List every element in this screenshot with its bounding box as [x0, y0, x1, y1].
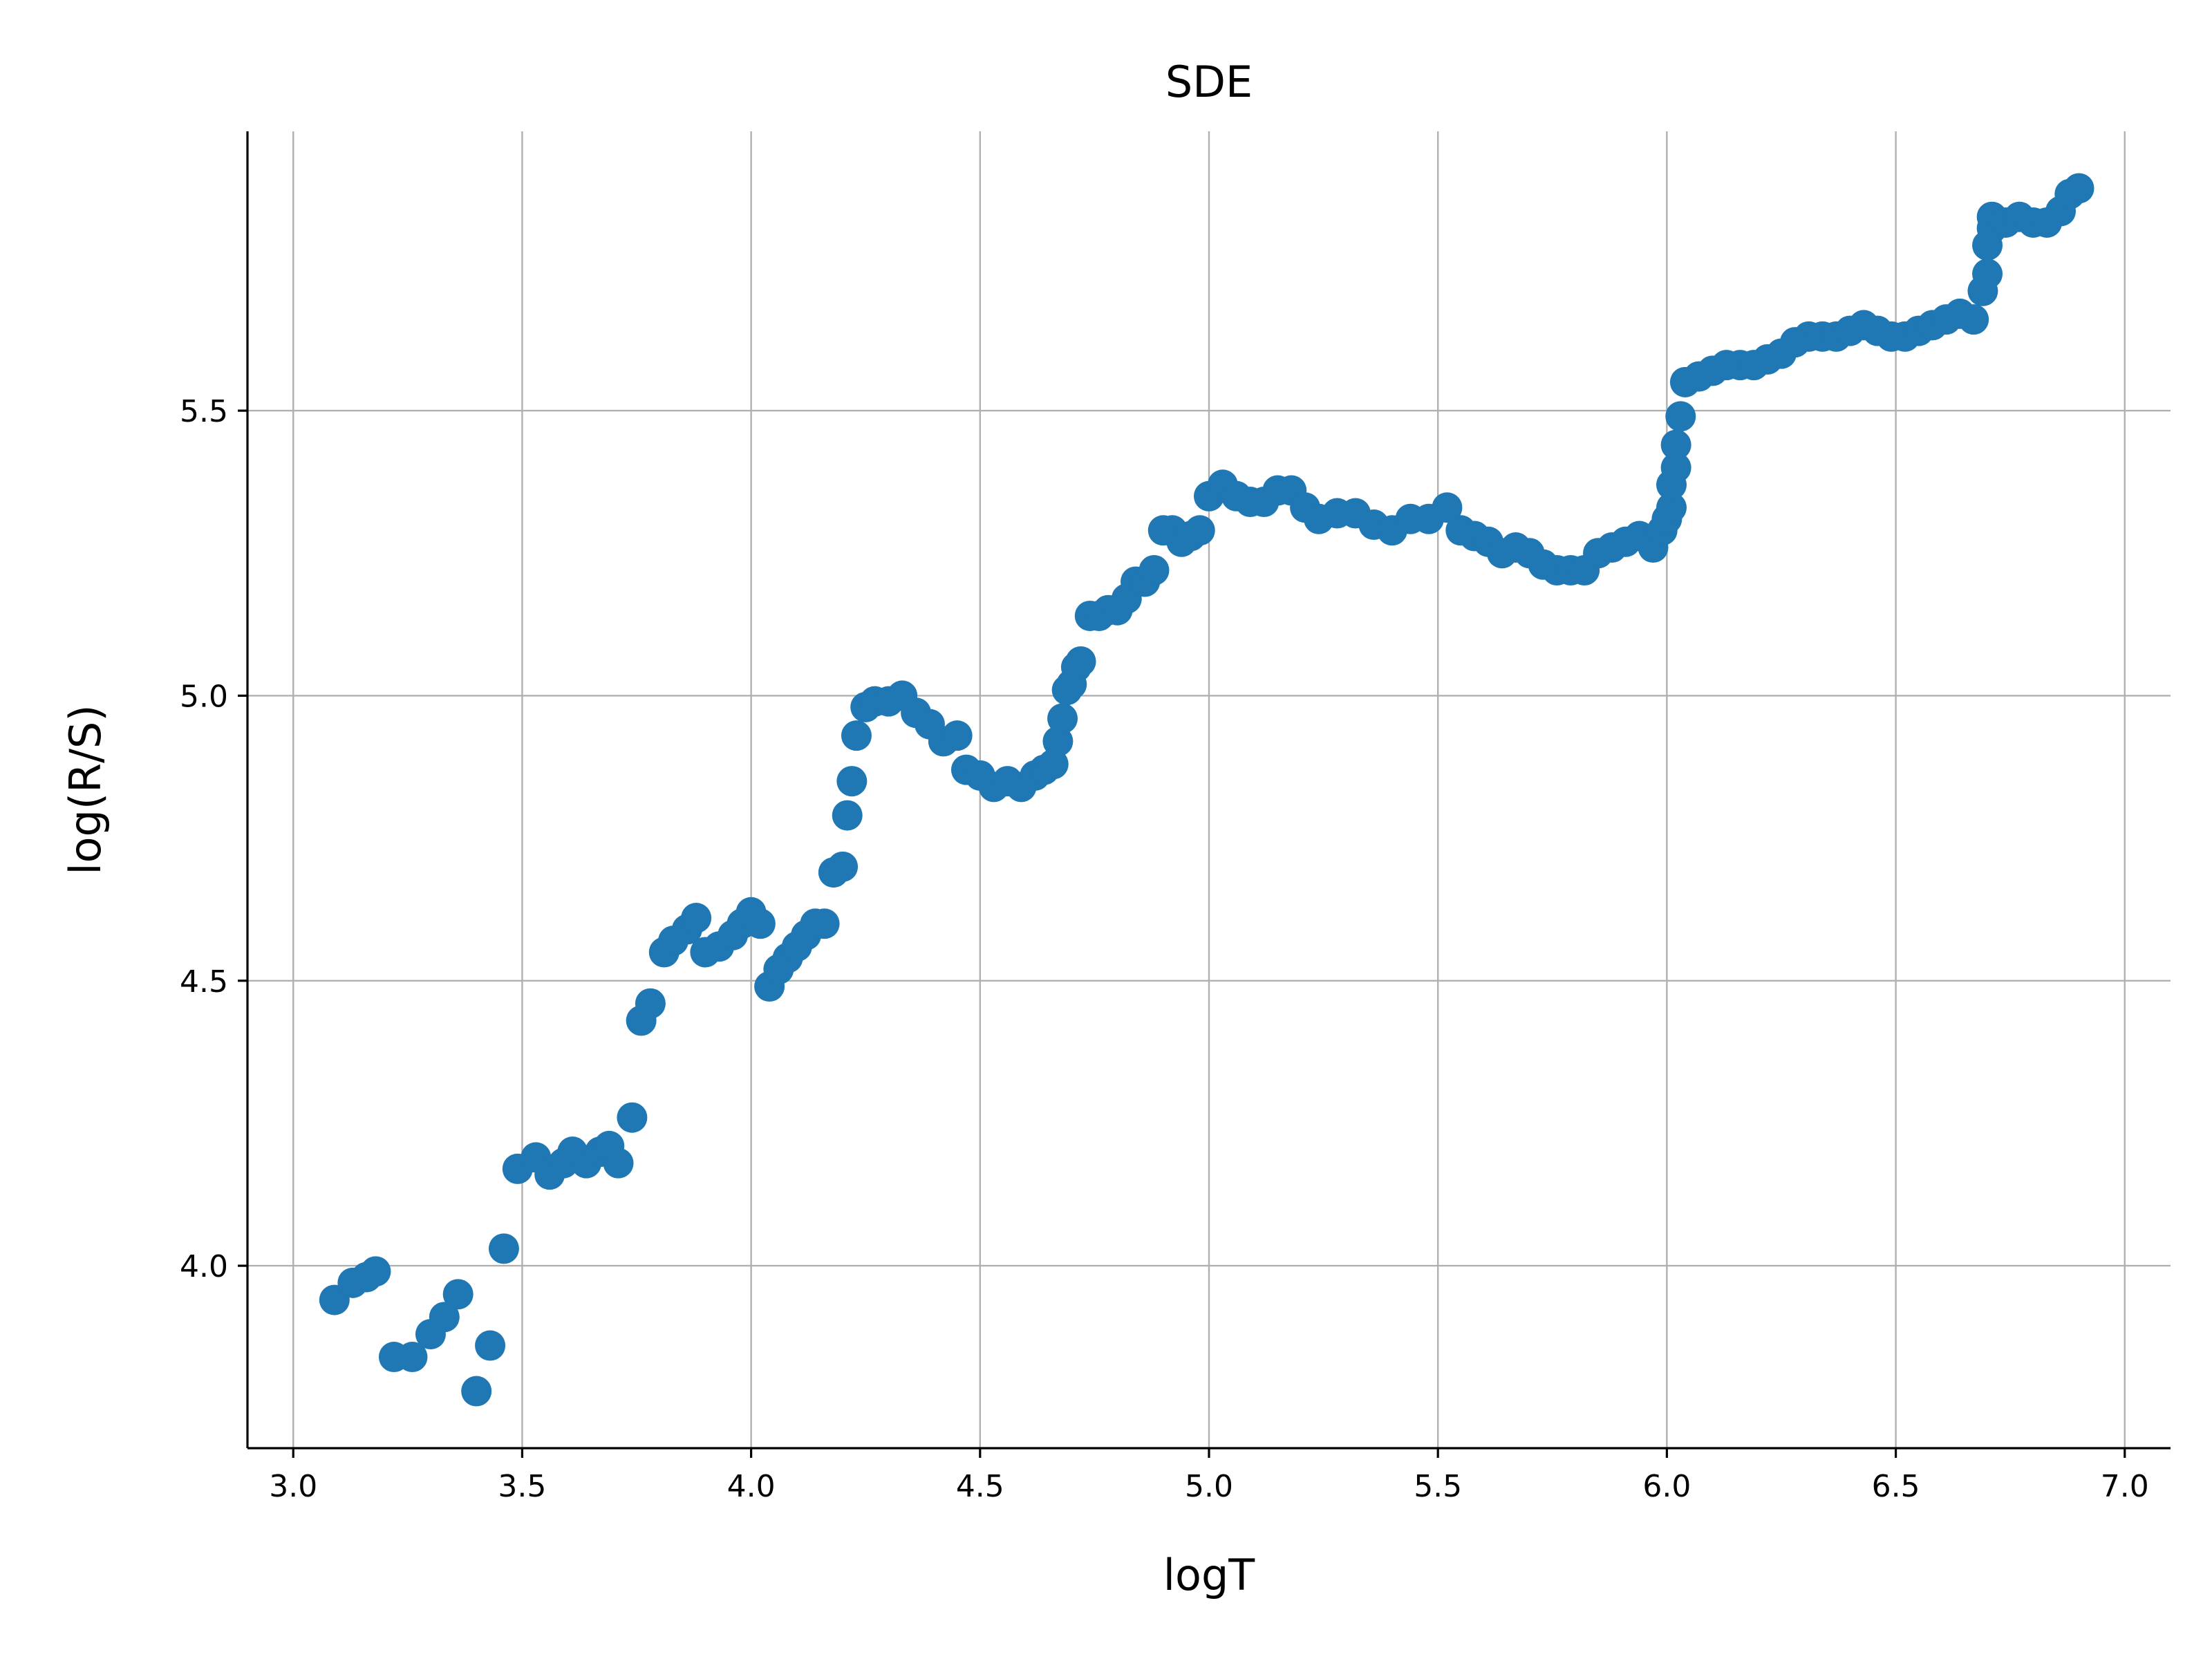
data-point — [1665, 401, 1696, 432]
data-point — [429, 1302, 460, 1333]
data-point — [809, 908, 840, 939]
y-axis-label: log(R/S) — [60, 704, 111, 874]
data-point — [1660, 429, 1691, 460]
data-point — [744, 908, 776, 939]
x-tick-label: 3.0 — [269, 1469, 317, 1504]
data-point — [1038, 749, 1069, 780]
data-point — [941, 720, 973, 751]
y-tick-label: 4.5 — [180, 964, 228, 1000]
chart-title: SDE — [1165, 57, 1253, 107]
x-ticks: 3.0 3.5 4.0 4.5 5.0 5.5 6.0 6.5 7.0 — [269, 1448, 2149, 1504]
grid-lines — [247, 131, 2171, 1448]
x-axis-label: logT — [1163, 1550, 1256, 1600]
x-tick-label: 7.0 — [2101, 1469, 2149, 1504]
data-point — [1432, 492, 1463, 523]
data-point — [827, 851, 859, 882]
data-point — [1660, 452, 1691, 483]
data-point — [1958, 304, 1989, 335]
x-tick-label: 5.0 — [1185, 1469, 1233, 1504]
y-tick-label: 5.5 — [180, 394, 228, 429]
x-tick-label: 3.5 — [498, 1469, 546, 1504]
data-point — [442, 1279, 474, 1310]
y-tick-label: 4.0 — [180, 1249, 228, 1284]
data-point — [1047, 703, 1078, 734]
data-point — [681, 903, 712, 934]
data-point — [360, 1256, 391, 1287]
data-point — [475, 1330, 506, 1361]
data-point — [397, 1342, 428, 1373]
data-point — [617, 1102, 648, 1133]
x-tick-label: 4.5 — [956, 1469, 1004, 1504]
data-point — [603, 1147, 634, 1179]
scatter-points — [319, 173, 2094, 1407]
data-point — [461, 1376, 492, 1407]
x-tick-label: 4.0 — [727, 1469, 776, 1504]
data-point — [836, 766, 868, 797]
data-point — [1138, 555, 1170, 585]
data-point — [1042, 726, 1074, 757]
data-point — [1656, 492, 1687, 523]
data-point — [841, 720, 872, 751]
data-point — [2063, 173, 2094, 204]
y-ticks: 4.0 4.5 5.0 5.5 — [180, 394, 247, 1284]
x-tick-label: 6.5 — [1872, 1469, 1920, 1504]
data-point — [488, 1233, 519, 1264]
y-tick-label: 5.0 — [180, 679, 228, 714]
data-point — [832, 800, 863, 831]
data-point — [1972, 259, 2003, 290]
data-point — [1065, 646, 1096, 677]
x-tick-label: 5.5 — [1414, 1469, 1462, 1504]
x-tick-label: 6.0 — [1642, 1469, 1691, 1504]
data-point — [635, 988, 666, 1019]
data-point — [1184, 515, 1215, 546]
